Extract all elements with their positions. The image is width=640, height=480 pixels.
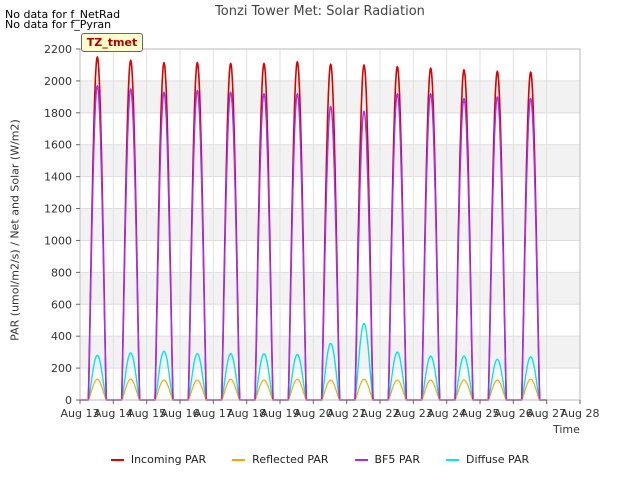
y-ticks: 0 200 400 600 800 1000 1200 1400 1600 1800 2000 220… (44, 43, 80, 407)
x-tick-label: Aug 26 (494, 407, 533, 420)
legend-item: Incoming PAR (110, 453, 207, 466)
legend-item: BF5 PAR (354, 453, 420, 466)
y-tick-label: 1600 (44, 139, 72, 152)
site-badge: TZ_tmet (81, 33, 143, 52)
x-axis-label: Time (553, 423, 580, 436)
no-data-note-netrad: No data for f_NetRad (5, 8, 121, 21)
x-tick-label: Aug 21 (327, 407, 366, 420)
series-line-bf5-par (80, 85, 547, 401)
plot-band (80, 144, 580, 177)
x-tick-label: Aug 17 (194, 407, 233, 420)
x-tick-label: Aug 13 (61, 407, 100, 420)
x-tick-label: Aug 25 (461, 407, 500, 420)
y-tick-label: 1000 (44, 234, 72, 247)
x-tick-label: Aug 18 (227, 407, 266, 420)
legend-label: Reflected PAR (252, 453, 329, 466)
x-tick-label: Aug 16 (161, 407, 200, 420)
legend-swatch (354, 458, 368, 461)
plot-frame (79, 48, 581, 401)
x-tick-label: Aug 23 (394, 407, 433, 420)
x-tick-label: Aug 14 (94, 407, 133, 420)
y-tick-label: 1200 (44, 203, 72, 216)
series-line-diffuse-par (80, 322, 547, 401)
y-tick-label: 1800 (44, 107, 72, 120)
y-tick-label: 600 (51, 298, 72, 311)
x-tick-label: Aug 27 (527, 407, 566, 420)
y-tick-label: 1400 (44, 171, 72, 184)
legend-item: Diffuse PAR (445, 453, 530, 466)
legend-swatch (232, 458, 246, 461)
y-axis-label: PAR (umol/m2/s) / Net and Solar (W/m2) (8, 119, 22, 341)
y-tick-label: 0 (65, 394, 72, 407)
legend-label: Diffuse PAR (465, 453, 530, 466)
legend-label: BF5 PAR (374, 453, 420, 466)
x-tick-label: Aug 24 (427, 407, 466, 420)
legend-swatch (110, 458, 124, 461)
plot-band (80, 272, 580, 305)
x-tick-label: Aug 22 (361, 407, 400, 420)
legend-label: Incoming PAR (130, 453, 207, 466)
x-tick-label: Aug 28 (561, 407, 600, 420)
x-tick-label: Aug 15 (127, 407, 166, 420)
legend-item: Reflected PAR (232, 453, 329, 466)
plot-band (80, 208, 580, 241)
y-tick-label: 2000 (44, 75, 72, 88)
y-tick-label: 2200 (44, 43, 72, 56)
legend-swatch (445, 458, 459, 461)
y-tick-label: 200 (51, 362, 72, 375)
series-line-incoming-par (80, 56, 547, 401)
series-lines (80, 56, 547, 401)
legend: Incoming PAR Reflected PAR BF5 PAR Diffuse … (0, 453, 640, 466)
x-tick-label: Aug 20 (294, 407, 333, 420)
series-line-reflected-par (80, 378, 547, 401)
no-data-note-pyran: No data for f_Pyran (5, 18, 112, 31)
y-tick-label: 800 (51, 266, 72, 279)
y-tick-label: 400 (51, 330, 72, 343)
x-tick-label: Aug 19 (261, 407, 300, 420)
chart-title: Tonzi Tower Met: Solar Radiation (215, 4, 425, 19)
